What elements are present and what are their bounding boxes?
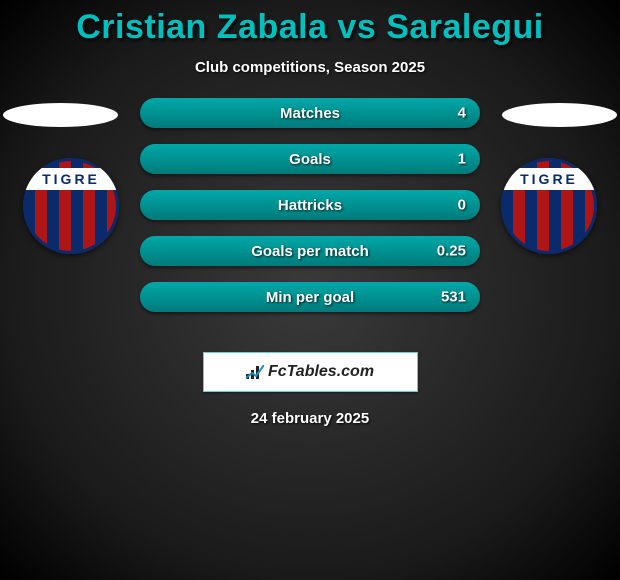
club-badge-left-label: TIGRE: [23, 168, 119, 190]
club-badge-right-label: TIGRE: [501, 168, 597, 190]
stat-row: Matches 4: [140, 98, 480, 128]
comparison-stage: TIGRE TIGRE Matches 4 Goals 1 Hattricks …: [0, 98, 620, 338]
stat-right-value: 0: [458, 197, 466, 214]
stat-right-value: 0.25: [437, 243, 466, 260]
stat-right-value: 4: [458, 105, 466, 122]
subtitle: Club competitions, Season 2025: [0, 59, 620, 76]
stat-row: Hattricks 0: [140, 190, 480, 220]
stat-right-value: 1: [458, 151, 466, 168]
stat-label: Hattricks: [278, 197, 342, 214]
stat-row: Goals 1: [140, 144, 480, 174]
stat-label: Goals per match: [251, 243, 369, 260]
page-title: Cristian Zabala vs Saralegui: [0, 8, 620, 47]
stat-row: Min per goal 531: [140, 282, 480, 312]
player-platform-left: [3, 103, 118, 127]
club-badge-right: TIGRE: [501, 158, 597, 254]
stat-right-value: 531: [441, 289, 466, 306]
brand-logo-icon: [246, 365, 264, 379]
club-badge-left: TIGRE: [23, 158, 119, 254]
stat-bars: Matches 4 Goals 1 Hattricks 0 Goals per …: [140, 98, 480, 328]
stat-label: Matches: [280, 105, 340, 122]
player-platform-right: [502, 103, 617, 127]
stat-label: Goals: [289, 151, 331, 168]
brand-text: FcTables.com: [268, 363, 374, 381]
brand-banner[interactable]: FcTables.com: [203, 352, 418, 392]
stat-label: Min per goal: [266, 289, 354, 306]
date-label: 24 february 2025: [0, 410, 620, 427]
stat-row: Goals per match 0.25: [140, 236, 480, 266]
